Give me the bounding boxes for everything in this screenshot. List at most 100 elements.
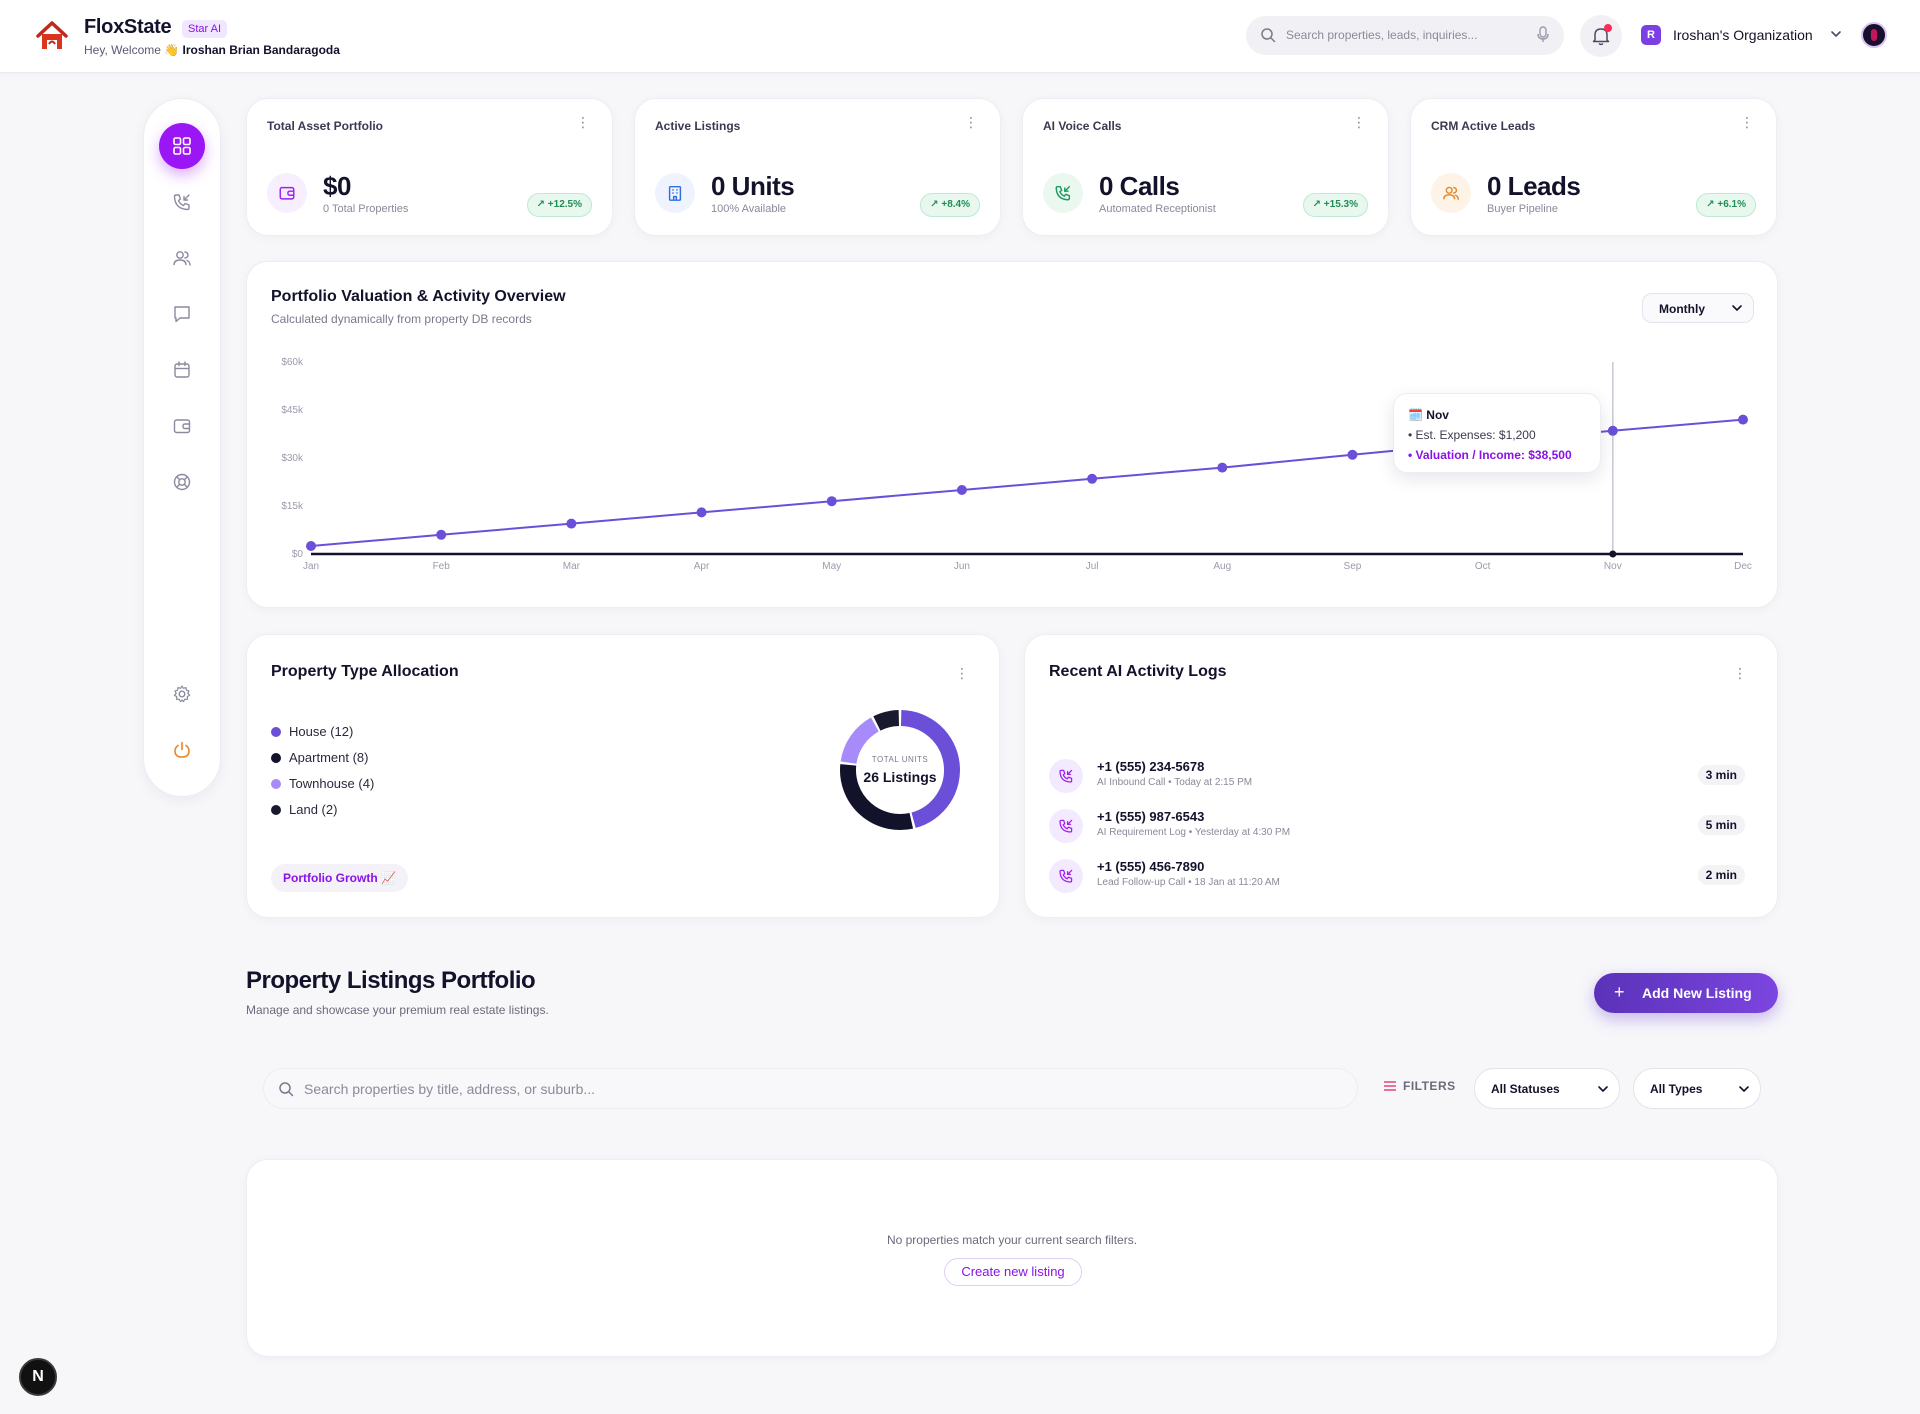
activity-title: Recent AI Activity Logs (1049, 663, 1227, 680)
call-icon-badge (1049, 809, 1083, 843)
donut-slice[interactable] (840, 717, 880, 765)
donut-slice[interactable] (840, 764, 914, 830)
sidebar-item-settings[interactable] (159, 671, 205, 717)
kpi-subtext: Automated Receptionist (1099, 203, 1216, 215)
sidebar-item-calls[interactable] (159, 179, 205, 225)
period-select[interactable]: Monthly (1642, 293, 1754, 323)
filters-button[interactable]: FILTERS (1383, 1079, 1456, 1093)
kpi-label: Active Listings (655, 119, 741, 133)
notifications-button[interactable] (1580, 15, 1622, 57)
tooltip-month-label: Nov (1426, 408, 1449, 422)
valuation-data-point (1087, 473, 1098, 484)
organization-name[interactable]: Iroshan's Organization (1673, 27, 1813, 43)
y-tick-label: $0 (292, 549, 304, 560)
top-header: FloxState Star AI Hey, Welcome 👋 Iroshan… (0, 0, 1920, 73)
user-avatar[interactable] (1861, 22, 1887, 48)
valuation-data-point (956, 485, 967, 495)
valuation-data-point (436, 529, 447, 540)
x-tick-label: Nov (1604, 561, 1622, 572)
sidebar-item-logout[interactable] (159, 727, 205, 773)
valuation-data-point (1347, 449, 1358, 460)
kpi-trend-value: +8.4% (941, 199, 970, 210)
kpi-trend-badge: ↗ +6.1% (1696, 193, 1756, 217)
kpi-subtext: 100% Available (711, 203, 787, 215)
kpi-icon-badge (267, 173, 307, 213)
tooltip-valuation-label: Valuation / Income: $38,500 (1415, 448, 1572, 462)
welcome-text: Hey, Welcome 👋 Iroshan Brian Bandaragoda (84, 43, 340, 57)
brand-name: FloxState (84, 16, 172, 38)
property-allocation-card: Property Type Allocation ⋮ House (12) Ap… (246, 634, 1000, 918)
activity-log-item[interactable]: +1 (555) 456-7890 Lead Follow-up Call • … (1049, 855, 1745, 895)
phone-incoming-icon (173, 194, 190, 211)
kpi-trend-value: +15.3% (1323, 199, 1358, 210)
power-icon (174, 741, 190, 758)
donut-slice[interactable] (873, 710, 900, 731)
search-icon (279, 1082, 294, 1097)
kpi-subtext: Buyer Pipeline (1487, 203, 1558, 215)
sidebar-item-support[interactable] (159, 459, 205, 505)
x-tick-label: Jan (303, 561, 319, 572)
welcome-prefix: Hey, Welcome 👋 (84, 43, 180, 57)
chart-subtitle: Calculated dynamically from property DB … (271, 312, 532, 326)
users-icon (173, 251, 191, 266)
global-search-input[interactable]: Search properties, leads, inquiries... (1246, 16, 1564, 55)
sidebar-item-messages[interactable] (159, 291, 205, 337)
phone-incoming-icon (1059, 769, 1073, 783)
status-filter-select[interactable]: All Statuses (1474, 1068, 1620, 1109)
chevron-down-icon[interactable] (1830, 30, 1842, 38)
create-listing-button[interactable]: Create new listing (944, 1258, 1082, 1286)
more-options-icon[interactable]: ⋮ (955, 665, 969, 681)
kpi-label: Total Asset Portfolio (267, 119, 384, 133)
legend-item-land: Land (2) (271, 802, 337, 817)
bell-icon (1592, 28, 1610, 46)
organization-icon[interactable]: R (1641, 25, 1661, 45)
sidebar-item-leads[interactable] (159, 235, 205, 281)
x-tick-label: May (822, 561, 841, 572)
kpi-trend-value: +6.1% (1717, 199, 1746, 210)
x-tick-label: Aug (1213, 561, 1231, 572)
chevron-down-icon (1739, 1086, 1749, 1093)
dev-tools-badge[interactable]: N (19, 1358, 57, 1396)
kpi-value: 0 Leads (1487, 171, 1581, 201)
x-tick-label: Jul (1086, 561, 1099, 572)
calendar-icon (174, 361, 190, 378)
search-icon (1261, 28, 1276, 43)
activity-log-item[interactable]: +1 (555) 234-5678 AI Inbound Call • Toda… (1049, 755, 1745, 795)
valuation-line-chart[interactable]: $0 $15k $30k $45k $60k Jan Feb Mar Apr May Jun Jul A… (0, 0, 1920, 620)
add-new-listing-button[interactable]: + Add New Listing (1594, 973, 1778, 1013)
listings-search-input[interactable]: Search properties by title, address, or … (263, 1068, 1358, 1109)
sidebar-item-dashboard[interactable] (159, 123, 205, 169)
users-icon (1443, 186, 1459, 201)
activity-log-item[interactable]: +1 (555) 987-6543 AI Requirement Log • Y… (1049, 805, 1745, 845)
phone-incoming-icon (1059, 869, 1073, 883)
type-filter-select[interactable]: All Types (1633, 1068, 1761, 1109)
tooltip-month: 🗓️ Nov (1408, 408, 1449, 422)
x-tick-label: Oct (1475, 561, 1491, 572)
filter-sliders-icon (1384, 1081, 1396, 1091)
microphone-icon[interactable] (1536, 26, 1550, 44)
log-duration: 3 min (1697, 765, 1745, 785)
log-meta: Lead Follow-up Call • 18 Jan at 11:20 AM (1097, 877, 1280, 888)
donut-slice[interactable] (900, 710, 960, 828)
house-logo-icon[interactable] (34, 18, 70, 54)
chart-tooltip: 🗓️ Nov • Est. Expenses: $1,200 • Valuati… (1393, 393, 1601, 473)
kpi-trend-badge: ↗ +12.5% (526, 193, 592, 217)
log-phone-number: +1 (555) 234-5678 (1097, 759, 1205, 774)
sidebar-item-finance[interactable] (159, 403, 205, 449)
valuation-data-point (696, 507, 707, 518)
dashboard-grid-icon (173, 137, 191, 155)
support-lifebuoy-icon (173, 473, 191, 491)
log-duration: 2 min (1697, 865, 1745, 885)
y-tick-label: $15k (281, 501, 304, 512)
legend-label: Land (2) (289, 802, 338, 817)
chart-title: Portfolio Valuation & Activity Overview (271, 288, 566, 305)
valuation-data-point (306, 541, 316, 551)
x-tick-label: Feb (433, 561, 451, 572)
portfolio-growth-pill[interactable]: Portfolio Growth 📈 (271, 864, 408, 892)
kpi-card-crm-leads: CRM Active Leads ⋮ 0 Leads Buyer Pipelin… (1410, 98, 1777, 236)
kpi-icon-badge (1431, 173, 1471, 213)
sidebar-item-calendar[interactable] (159, 347, 205, 393)
more-options-icon[interactable]: ⋮ (1733, 665, 1747, 681)
global-search-placeholder: Search properties, leads, inquiries... (1286, 28, 1478, 42)
listings-empty-state: No properties match your current search … (246, 1159, 1778, 1357)
